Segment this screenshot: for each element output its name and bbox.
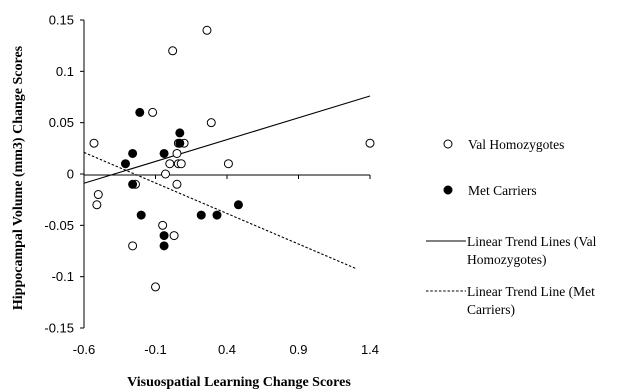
x-tick-label: -0.6 [73,342,95,357]
legend-marker-met [443,185,453,195]
met-carrier-point [159,241,169,251]
val-homozygote-point [223,159,233,169]
val-homozygote-point [206,118,216,128]
met-carrier-point [135,107,145,117]
y-tick-label: 0.1 [56,64,74,79]
met-carrier-point [128,148,138,158]
met-carrier-point [175,138,185,148]
met-carrier-point [136,210,146,220]
legend-marker-val [443,139,453,149]
met-carrier-point [159,148,169,158]
val-homozygote-point [148,107,158,117]
trend-line-val [83,95,371,184]
x-tick-label: 0.4 [218,342,236,357]
x-tick-labels: -0.6 -0.1 0.4 0.9 1.4 [73,342,379,357]
x-tick-label: 0.9 [289,342,307,357]
met-carrier-point [128,179,138,189]
val-homozygote-point [92,200,102,210]
val-homozygote-point [93,190,103,200]
met-carrier-point [212,210,222,220]
met-carrier-point [159,231,169,241]
legend-label: Linear Trend Lines (Val [467,234,597,249]
val-homozygote-point [202,25,212,35]
legend-label: Val Homozygotes [468,137,564,152]
val-homozygote-point [365,138,375,148]
x-axis-title: Visuospatial Learning Change Scores [127,375,351,390]
met-carrier-point [175,128,185,138]
met-carrier-point [120,159,130,169]
met-carrier-point [196,210,206,220]
met-carrier-point [233,200,243,210]
y-tick-label: 0 [67,167,74,182]
val-homozygote-point [165,159,175,169]
val-homozygote-point [128,241,138,251]
x-tick-label: 1.4 [361,342,379,357]
val-homozygote-point [168,46,178,56]
axes [80,19,371,329]
legend-label: Carriers) [467,302,515,317]
x-tick-label: -0.1 [144,342,166,357]
legend: Val Homozygotes Met Carriers Linear Trend … [426,137,597,317]
val-homozygote-point [176,159,186,169]
val-homozygote-point [172,179,182,189]
legend-label: Homozygotes) [467,252,546,267]
y-axis-title: Hippocampal Volume (mm3) Change Scores [11,45,26,310]
val-homozygote-point [161,169,171,179]
y-tick-label: 0.15 [49,13,74,28]
trend-lines [83,95,371,269]
legend-label: Linear Trend Line (Met [467,284,595,299]
legend-label: Met Carriers [468,183,537,198]
y-tick-label: -0.1 [52,269,74,284]
y-tick-label: 0.05 [49,115,74,130]
val-homozygote-point [89,138,99,148]
data-points [89,25,375,292]
y-tick-label: -0.05 [44,218,74,233]
trend-line-met [83,151,356,269]
val-homozygote-point [172,148,182,158]
val-homozygote-point [169,231,179,241]
y-tick-label: -0.15 [44,321,74,336]
y-tick-labels: 0.15 0.1 0.05 0 -0.05 -0.1 -0.15 [44,13,74,336]
val-homozygote-point [151,282,160,292]
val-homozygote-point [158,220,168,230]
